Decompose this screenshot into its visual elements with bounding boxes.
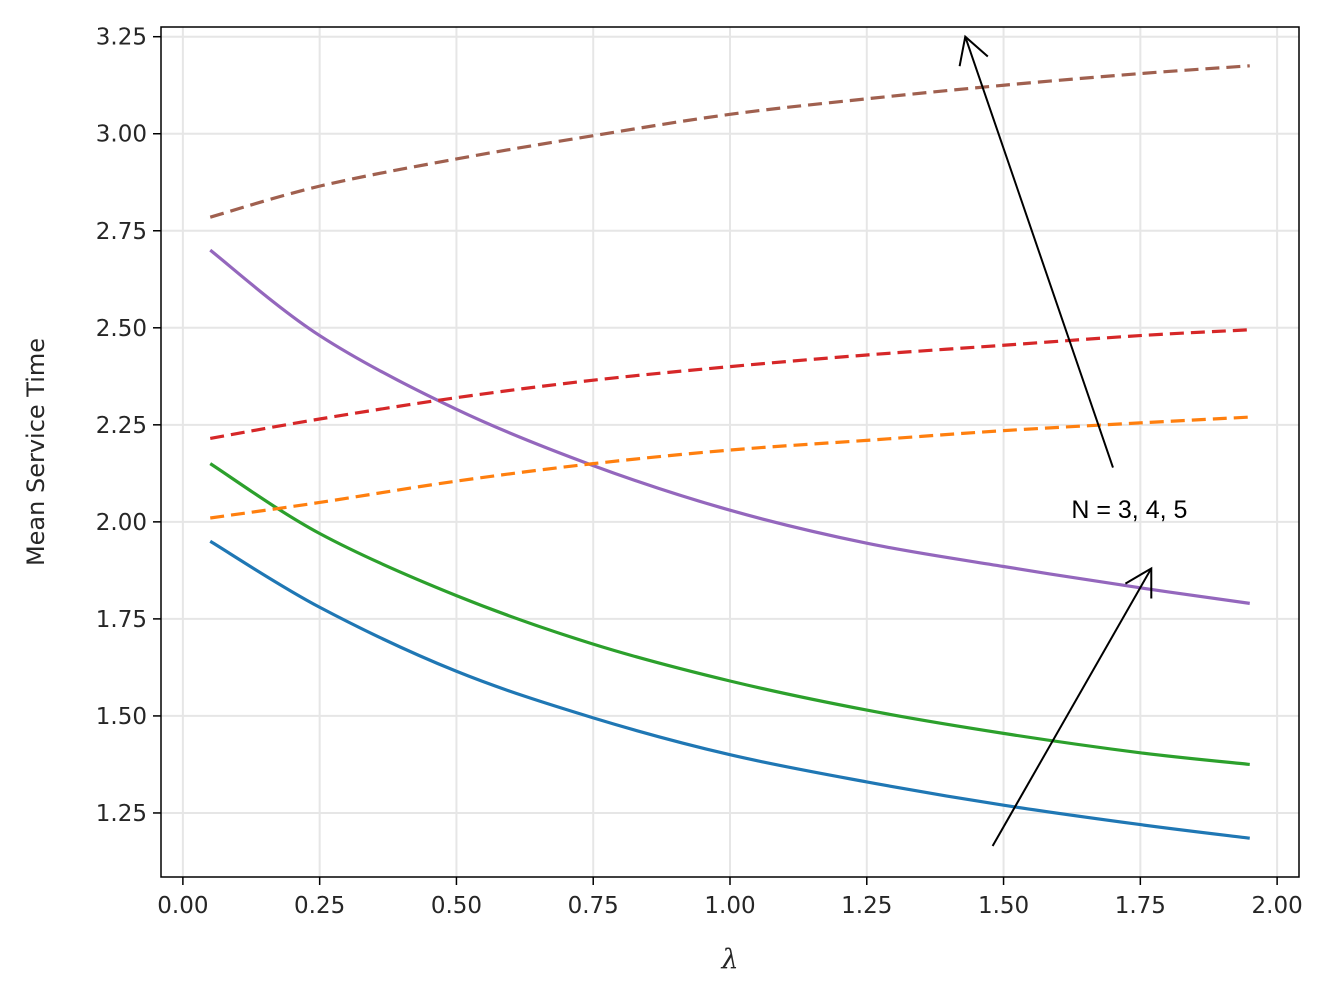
annotation-arrow-head [958,34,989,67]
series-line-4 [210,415,1250,520]
x-tick-label: 0.25 [294,893,345,919]
x-tick-label: 1.25 [841,893,892,919]
annotation-label: N = 3, 4, 5 [1071,496,1187,524]
series-line-1 [209,539,1250,840]
x-tick-label: 0.50 [431,893,482,919]
axis-ticks: 0.00 0.25 0.50 0.75 1.00 1.25 1.50 1.75 2.00 1.25… [96,25,1303,919]
y-tick-label: 2.25 [96,413,147,439]
series-group [209,64,1250,840]
grid [161,27,1299,877]
series-line-5 [209,328,1250,440]
y-tick-label: 2.00 [96,510,147,536]
y-tick-label: 2.75 [96,219,147,245]
x-tick-label: 1.50 [978,893,1029,919]
series-line-3 [209,248,1250,605]
series-line-2 [209,462,1250,767]
series-line-6 [209,64,1250,219]
y-tick-label: 1.75 [96,607,147,633]
x-axis-label: λ [720,944,738,975]
y-tick-label: 2.50 [96,316,147,342]
y-tick-label: 3.25 [96,25,147,51]
x-tick-label: 1.75 [1115,893,1166,919]
y-tick-label: 1.50 [96,704,147,730]
y-axis-label: Mean Service Time [22,338,50,566]
x-tick-label: 2.00 [1252,893,1303,919]
annotation-arrow-shaft [991,567,1153,847]
y-tick-label: 1.25 [96,801,147,827]
annotation-arrow-shaft [964,36,1114,468]
annotations: N = 3, 4, 5 [958,34,1187,847]
x-tick-label: 1.00 [704,893,755,919]
x-tick-label: 0.00 [157,893,208,919]
y-tick-label: 3.00 [96,122,147,148]
annotation-arrow-head [1124,566,1153,599]
x-tick-label: 0.75 [568,893,619,919]
